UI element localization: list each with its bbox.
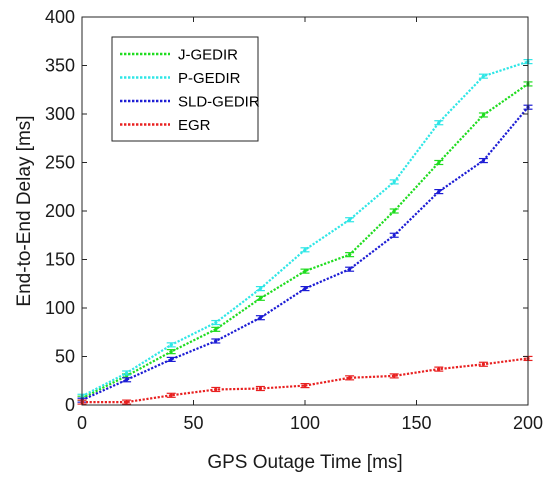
error-bar bbox=[478, 112, 488, 118]
y-tick-label: 400 bbox=[45, 7, 75, 27]
error-bar bbox=[211, 319, 221, 326]
legend-item-p-gedir: P-GEDIR bbox=[120, 70, 241, 87]
series-line-sld-gedir bbox=[81, 106, 529, 402]
y-axis-label: End-to-End Delay [ms] bbox=[14, 115, 35, 306]
error-bar bbox=[478, 73, 488, 79]
series-p-gedir bbox=[77, 59, 533, 399]
error-bar bbox=[300, 383, 310, 389]
series-line-egr bbox=[82, 357, 529, 404]
error-bar bbox=[434, 366, 444, 372]
legend-item-j-gedir: J-GEDIR bbox=[120, 47, 238, 64]
legend-item-egr: EGR bbox=[120, 117, 211, 134]
error-bar bbox=[434, 159, 444, 166]
axes-layer: 0 50 100 150 200 0 50 100 150 200 250 300 350 400 bbox=[45, 7, 543, 433]
legend-label: J-GEDIR bbox=[178, 47, 238, 64]
error-bar bbox=[122, 370, 132, 376]
error-bar bbox=[255, 315, 265, 321]
error-bar bbox=[478, 361, 488, 367]
error-bar bbox=[211, 386, 221, 393]
error-bar bbox=[300, 268, 310, 274]
x-tick-label: 0 bbox=[77, 413, 87, 433]
legend-item-sld-gedir: SLD-GEDIR bbox=[120, 94, 260, 111]
error-bar bbox=[255, 385, 265, 392]
error-bar bbox=[434, 189, 444, 195]
error-bar bbox=[389, 373, 399, 379]
error-bar bbox=[300, 247, 310, 253]
error-bar bbox=[211, 338, 221, 344]
y-tick-label: 150 bbox=[45, 250, 75, 270]
y-tick-label: 200 bbox=[45, 201, 75, 221]
series-layer bbox=[77, 59, 533, 405]
error-bar bbox=[389, 208, 399, 214]
error-bar bbox=[166, 349, 176, 355]
y-tick-label: 250 bbox=[45, 153, 75, 173]
x-axis-label: GPS Outage Time [ms] bbox=[207, 452, 402, 473]
error-bar bbox=[166, 342, 176, 348]
error-bar bbox=[255, 286, 265, 292]
error-bar bbox=[122, 399, 132, 405]
x-tick-label: 100 bbox=[290, 413, 320, 433]
error-bar bbox=[389, 179, 399, 185]
series-sld-gedir bbox=[77, 104, 533, 403]
legend-label: EGR bbox=[178, 117, 211, 134]
y-tick-label: 50 bbox=[55, 347, 75, 367]
error-bar bbox=[345, 266, 355, 272]
legend-label: P-GEDIR bbox=[178, 70, 241, 87]
error-bar bbox=[255, 295, 265, 301]
error-bar bbox=[345, 375, 355, 381]
y-tick-label: 350 bbox=[45, 56, 75, 76]
error-bar bbox=[434, 120, 444, 126]
error-bar bbox=[389, 232, 399, 238]
series-line-j-gedir bbox=[81, 82, 529, 400]
error-bar bbox=[345, 217, 355, 223]
y-tick-label: 0 bbox=[65, 395, 75, 415]
legend-label: SLD-GEDIR bbox=[178, 94, 260, 111]
error-bar bbox=[211, 326, 221, 332]
y-tick-label: 100 bbox=[45, 298, 75, 318]
x-tick-label: 150 bbox=[401, 413, 431, 433]
error-bar bbox=[166, 392, 176, 398]
x-tick-label: 50 bbox=[183, 413, 203, 433]
y-tick-label: 300 bbox=[45, 104, 75, 124]
error-bar bbox=[300, 286, 310, 292]
error-bar bbox=[478, 157, 488, 164]
legend: J-GEDIR P-GEDIR SLD-GEDIR EGR bbox=[111, 36, 260, 142]
x-tick-label: 200 bbox=[513, 413, 543, 433]
error-bar bbox=[345, 252, 355, 258]
error-bar bbox=[166, 356, 176, 363]
error-bar bbox=[122, 377, 132, 383]
